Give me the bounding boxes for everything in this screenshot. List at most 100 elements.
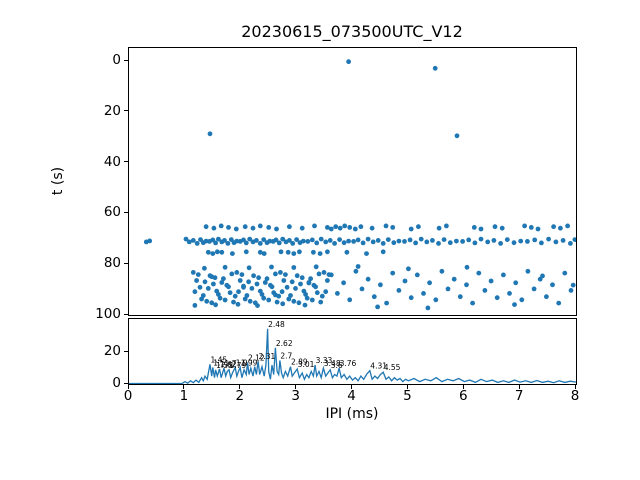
scatter-point	[264, 276, 270, 282]
scatter-point	[274, 226, 279, 232]
tick-mark	[239, 385, 241, 389]
tick-mark	[124, 262, 128, 264]
scatter-point	[318, 299, 324, 305]
scatter-point	[378, 282, 383, 288]
scatter-point	[287, 224, 292, 230]
scatter-point	[269, 284, 275, 290]
line-axes: 1.45 1.5 1.55 1.62 1.7 1.79 1.9 1.99 2.12 2.31 2.4…	[128, 318, 577, 385]
scatter-point	[390, 270, 396, 276]
scatter-point	[293, 286, 298, 291]
scatter-point	[314, 240, 320, 246]
scatter-point	[572, 237, 576, 242]
scatter-point	[194, 241, 200, 246]
scatter-point	[283, 272, 288, 277]
scatter-point	[447, 240, 453, 246]
x-tick-label: 1	[179, 388, 189, 404]
tick-mark	[295, 385, 297, 389]
scatter-point	[460, 239, 465, 244]
scatter-point	[261, 237, 267, 243]
scatter-point	[230, 251, 235, 256]
scatter-point	[276, 240, 282, 246]
scatter-point	[384, 300, 389, 306]
scatter-point	[278, 249, 284, 255]
scatter-point	[234, 270, 240, 275]
scatter-point	[325, 249, 330, 255]
scatter-point	[312, 223, 317, 229]
tick-mark	[124, 110, 128, 112]
scatter-point	[546, 236, 551, 242]
scatter-point	[396, 288, 402, 293]
peak-annotation: 1.5	[213, 359, 225, 368]
bottom-y-tick-label: 20	[103, 343, 121, 360]
scatter-point	[436, 241, 441, 246]
scatter-point	[313, 284, 318, 290]
scatter-point	[344, 249, 350, 255]
scatter-point	[518, 238, 524, 244]
scatter-point	[221, 276, 226, 282]
scatter-point	[194, 278, 199, 283]
tick-mark	[124, 211, 128, 213]
scatter-point	[259, 292, 265, 297]
scatter-point	[358, 224, 364, 230]
scatter-point	[218, 223, 224, 229]
scatter-point	[266, 297, 272, 303]
scatter-point	[380, 249, 386, 255]
scatter-point	[494, 295, 500, 301]
scatter-point	[471, 225, 477, 230]
scatter-point	[262, 280, 268, 285]
tick-mark	[183, 385, 185, 389]
scatter-point	[418, 236, 424, 242]
scatter-point	[360, 240, 366, 246]
scatter-point	[190, 238, 196, 243]
scatter-point	[303, 292, 308, 297]
tick-mark	[124, 350, 128, 352]
scatter-point	[492, 224, 498, 230]
scatter-point	[254, 238, 259, 243]
scatter-point	[147, 238, 153, 244]
scatter-point	[457, 294, 463, 300]
top-y-tick-label: 40	[103, 153, 121, 170]
scatter-point	[261, 251, 267, 256]
scatter-point	[239, 272, 245, 277]
scatter-point	[198, 237, 203, 243]
scatter-point	[299, 275, 305, 281]
scatter-point	[436, 225, 442, 231]
tick-mark	[124, 382, 128, 384]
scatter-point	[556, 300, 562, 306]
tick-mark	[124, 313, 128, 315]
scatter-point	[416, 224, 421, 230]
scatter-point	[213, 240, 218, 246]
scatter-point	[257, 223, 263, 229]
scatter-point	[210, 251, 216, 256]
scatter-point	[562, 270, 568, 276]
scatter-point	[250, 225, 256, 231]
scatter-point	[346, 59, 351, 65]
x-tick-label: 4	[347, 388, 356, 404]
top-y-tick-label: 100	[95, 306, 121, 322]
scatter-point	[525, 268, 531, 274]
scatter-point	[540, 273, 545, 279]
scatter-point	[323, 239, 329, 245]
scatter-point	[501, 272, 506, 278]
scatter-point	[219, 280, 225, 285]
scatter-point	[269, 264, 274, 270]
peak-annotation: 2.89	[291, 358, 308, 367]
scatter-point	[308, 276, 313, 282]
plot-title: 20230615_073500UTC_V12	[241, 22, 463, 41]
scatter-point	[311, 249, 316, 255]
scatter-point	[544, 294, 549, 300]
scatter-point	[317, 251, 323, 256]
scatter-point	[298, 281, 303, 287]
scatter-point	[421, 291, 426, 296]
tick-mark	[127, 385, 129, 389]
peak-annotation: 3.76	[340, 359, 357, 368]
scatter-point	[281, 278, 287, 283]
scatter-point	[273, 237, 279, 243]
scatter-point	[247, 298, 253, 304]
scatter-point	[241, 237, 246, 243]
scatter-point	[482, 288, 488, 293]
scatter-point	[228, 237, 234, 243]
x-tick-label: 5	[403, 388, 412, 404]
top-y-axis-label: t (s)	[50, 166, 66, 196]
peak-annotation: 2.62	[276, 339, 293, 348]
